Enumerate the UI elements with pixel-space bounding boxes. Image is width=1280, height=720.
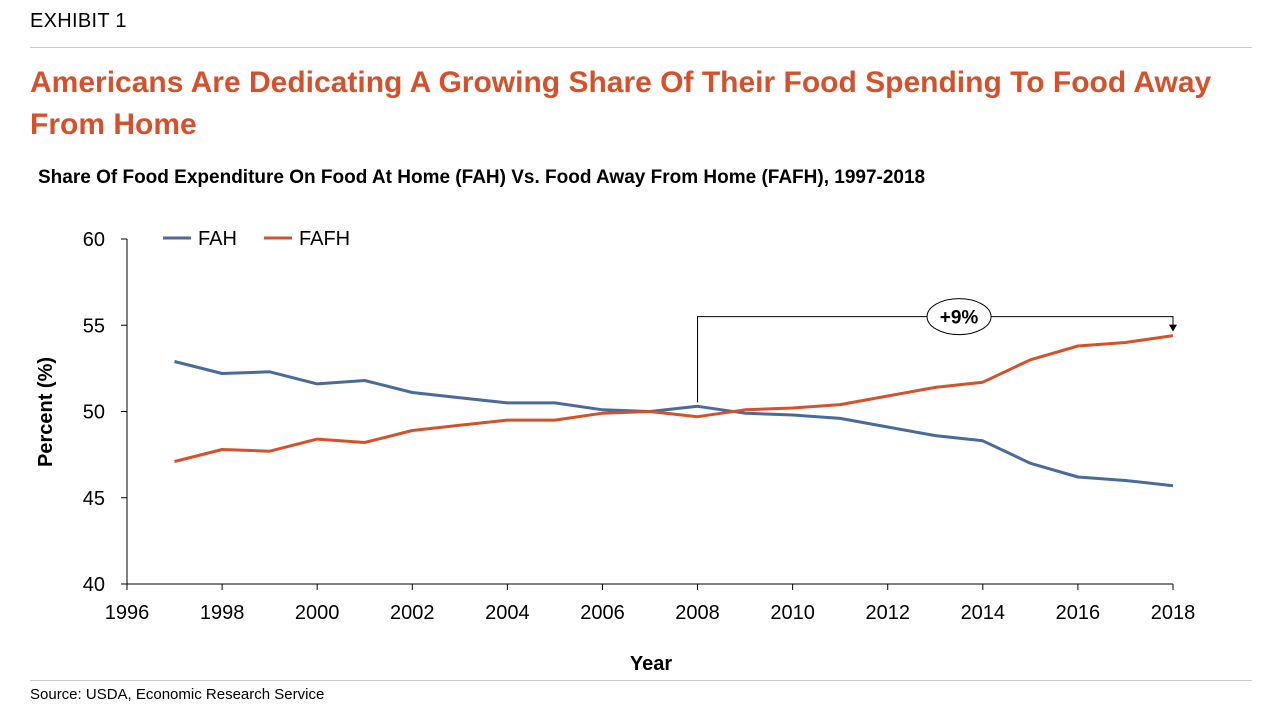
y-tick-label: 40 [83, 574, 105, 596]
annotation-label: +9% [940, 308, 979, 329]
series-line-fafh [174, 334, 1174, 463]
x-tick-label: 2012 [865, 602, 910, 624]
legend-label-fafh: FAFH [299, 228, 350, 250]
x-tick-label: 2008 [675, 602, 720, 624]
x-tick-label: 2014 [961, 602, 1006, 624]
x-tick-label: 2010 [770, 602, 815, 624]
bottom-divider [30, 680, 1252, 681]
source-note: Source: USDA, Economic Research Service [30, 686, 325, 703]
x-tick-label: 2016 [1056, 602, 1101, 624]
y-axis-title: Percent (%) [35, 357, 57, 467]
exhibit-label: EXHIBIT 1 [30, 10, 127, 32]
x-tick-label: 2002 [390, 602, 435, 624]
x-tick-label: 1996 [105, 602, 150, 624]
chart-axes: 40 45 50 55 60 1996 1998 2000 2002 2004 2006 2008 20… [83, 229, 1196, 624]
y-tick-label: 60 [83, 229, 105, 251]
x-axis-title: Year [630, 653, 672, 675]
y-tick-label: 55 [83, 315, 105, 337]
chart-legend: FAH FAFH [163, 228, 350, 250]
x-tick-label: 2018 [1151, 602, 1196, 624]
x-tick-label: 1998 [200, 602, 245, 624]
annotation-oval [926, 298, 992, 336]
x-tick-label: 2000 [295, 602, 340, 624]
annotation-arrowhead [1169, 324, 1177, 332]
top-divider [30, 47, 1252, 48]
chart-series [174, 334, 1174, 488]
chart-subtitle: Share Of Food Expenditure On Food At Hom… [38, 167, 926, 188]
headline: Americans Are Dedicating A Growing Share… [30, 66, 1212, 141]
annotation-bracket [697, 316, 1174, 403]
y-tick-label: 50 [83, 402, 105, 424]
y-tick-label: 45 [83, 488, 105, 510]
x-tick-label: 2004 [485, 602, 530, 624]
chart-annotation: +9% [697, 298, 1177, 403]
series-line-fah [174, 360, 1174, 488]
x-tick-label: 2006 [580, 602, 625, 624]
legend-label-fah: FAH [198, 228, 237, 250]
